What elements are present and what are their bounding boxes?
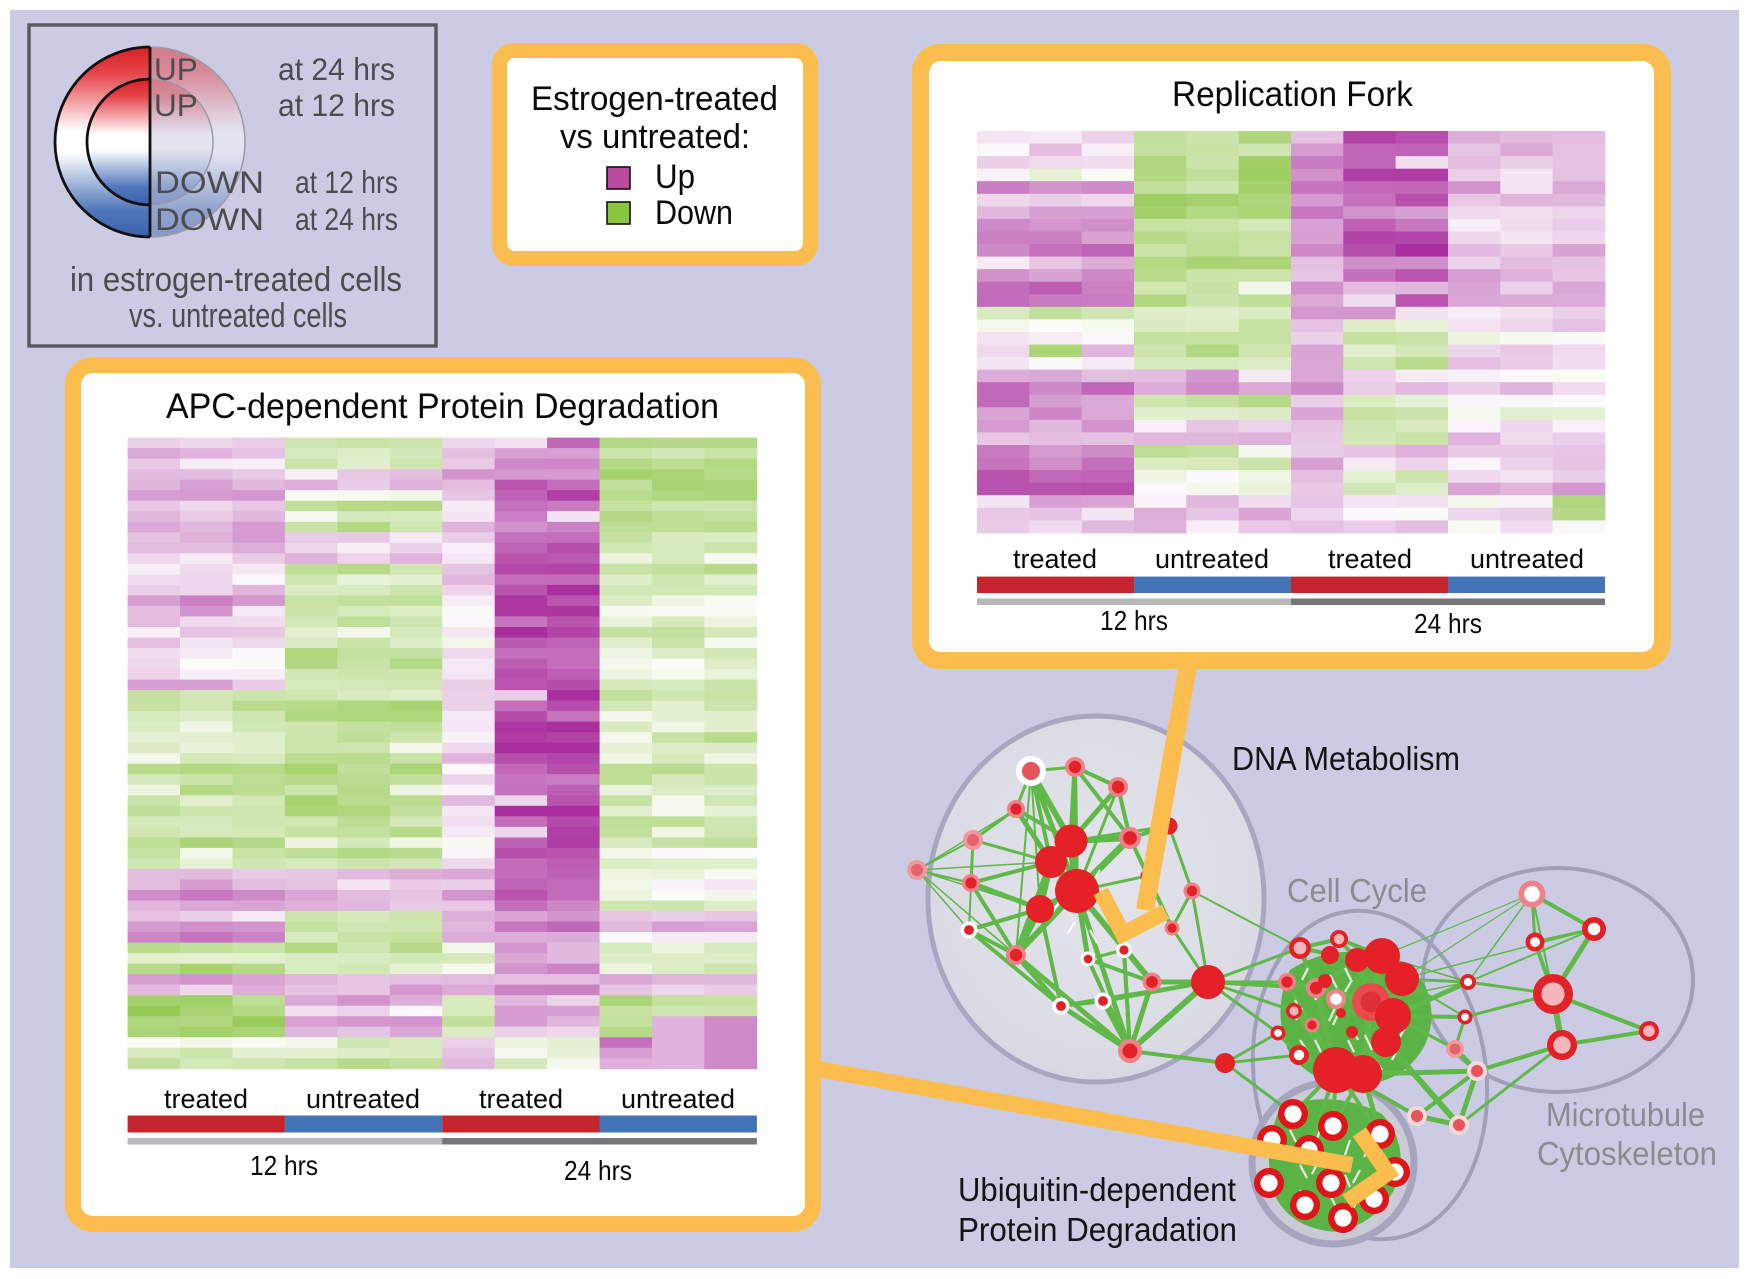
svg-text:DOWN: DOWN [155, 164, 264, 200]
svg-text:Down: Down [655, 194, 733, 232]
svg-text:at 24 hrs: at 24 hrs [278, 51, 395, 87]
svg-text:treated: treated [1013, 544, 1097, 574]
svg-text:Up: Up [655, 158, 695, 196]
svg-text:24 hrs: 24 hrs [564, 1155, 632, 1186]
svg-text:Cell Cycle: Cell Cycle [1287, 872, 1427, 909]
svg-text:Cytoskeleton: Cytoskeleton [1537, 1135, 1717, 1172]
svg-text:at 12 hrs: at 12 hrs [278, 87, 395, 123]
svg-text:untreated: untreated [1155, 544, 1269, 574]
svg-text:vs untreated:: vs untreated: [560, 118, 750, 156]
svg-text:Replication Fork: Replication Fork [1172, 75, 1413, 114]
svg-text:12 hrs: 12 hrs [1100, 605, 1168, 636]
svg-text:treated: treated [1328, 544, 1412, 574]
svg-text:24 hrs: 24 hrs [1414, 608, 1482, 639]
svg-text:APC-dependent Protein Degradat: APC-dependent Protein Degradation [166, 387, 719, 426]
svg-text:in estrogen-treated cells: in estrogen-treated cells [70, 261, 402, 299]
svg-text:DNA Metabolism: DNA Metabolism [1232, 740, 1460, 777]
svg-text:untreated: untreated [621, 1084, 735, 1114]
svg-text:DOWN: DOWN [155, 201, 264, 237]
svg-text:UP: UP [154, 87, 198, 123]
svg-text:at 24 hrs: at 24 hrs [295, 201, 398, 237]
svg-text:UP: UP [154, 51, 198, 87]
svg-text:untreated: untreated [1470, 544, 1584, 574]
svg-text:Microtubule: Microtubule [1546, 1096, 1705, 1133]
svg-text:12 hrs: 12 hrs [250, 1150, 318, 1181]
svg-text:treated: treated [164, 1084, 248, 1114]
svg-text:untreated: untreated [306, 1084, 420, 1114]
svg-text:Ubiquitin-dependent: Ubiquitin-dependent [958, 1171, 1236, 1208]
svg-text:Protein Degradation: Protein Degradation [958, 1211, 1237, 1248]
svg-text:vs. untreated cells: vs. untreated cells [129, 297, 347, 335]
svg-text:at 12 hrs: at 12 hrs [295, 164, 398, 200]
svg-text:treated: treated [479, 1084, 563, 1114]
svg-text:Estrogen-treated: Estrogen-treated [531, 80, 778, 118]
